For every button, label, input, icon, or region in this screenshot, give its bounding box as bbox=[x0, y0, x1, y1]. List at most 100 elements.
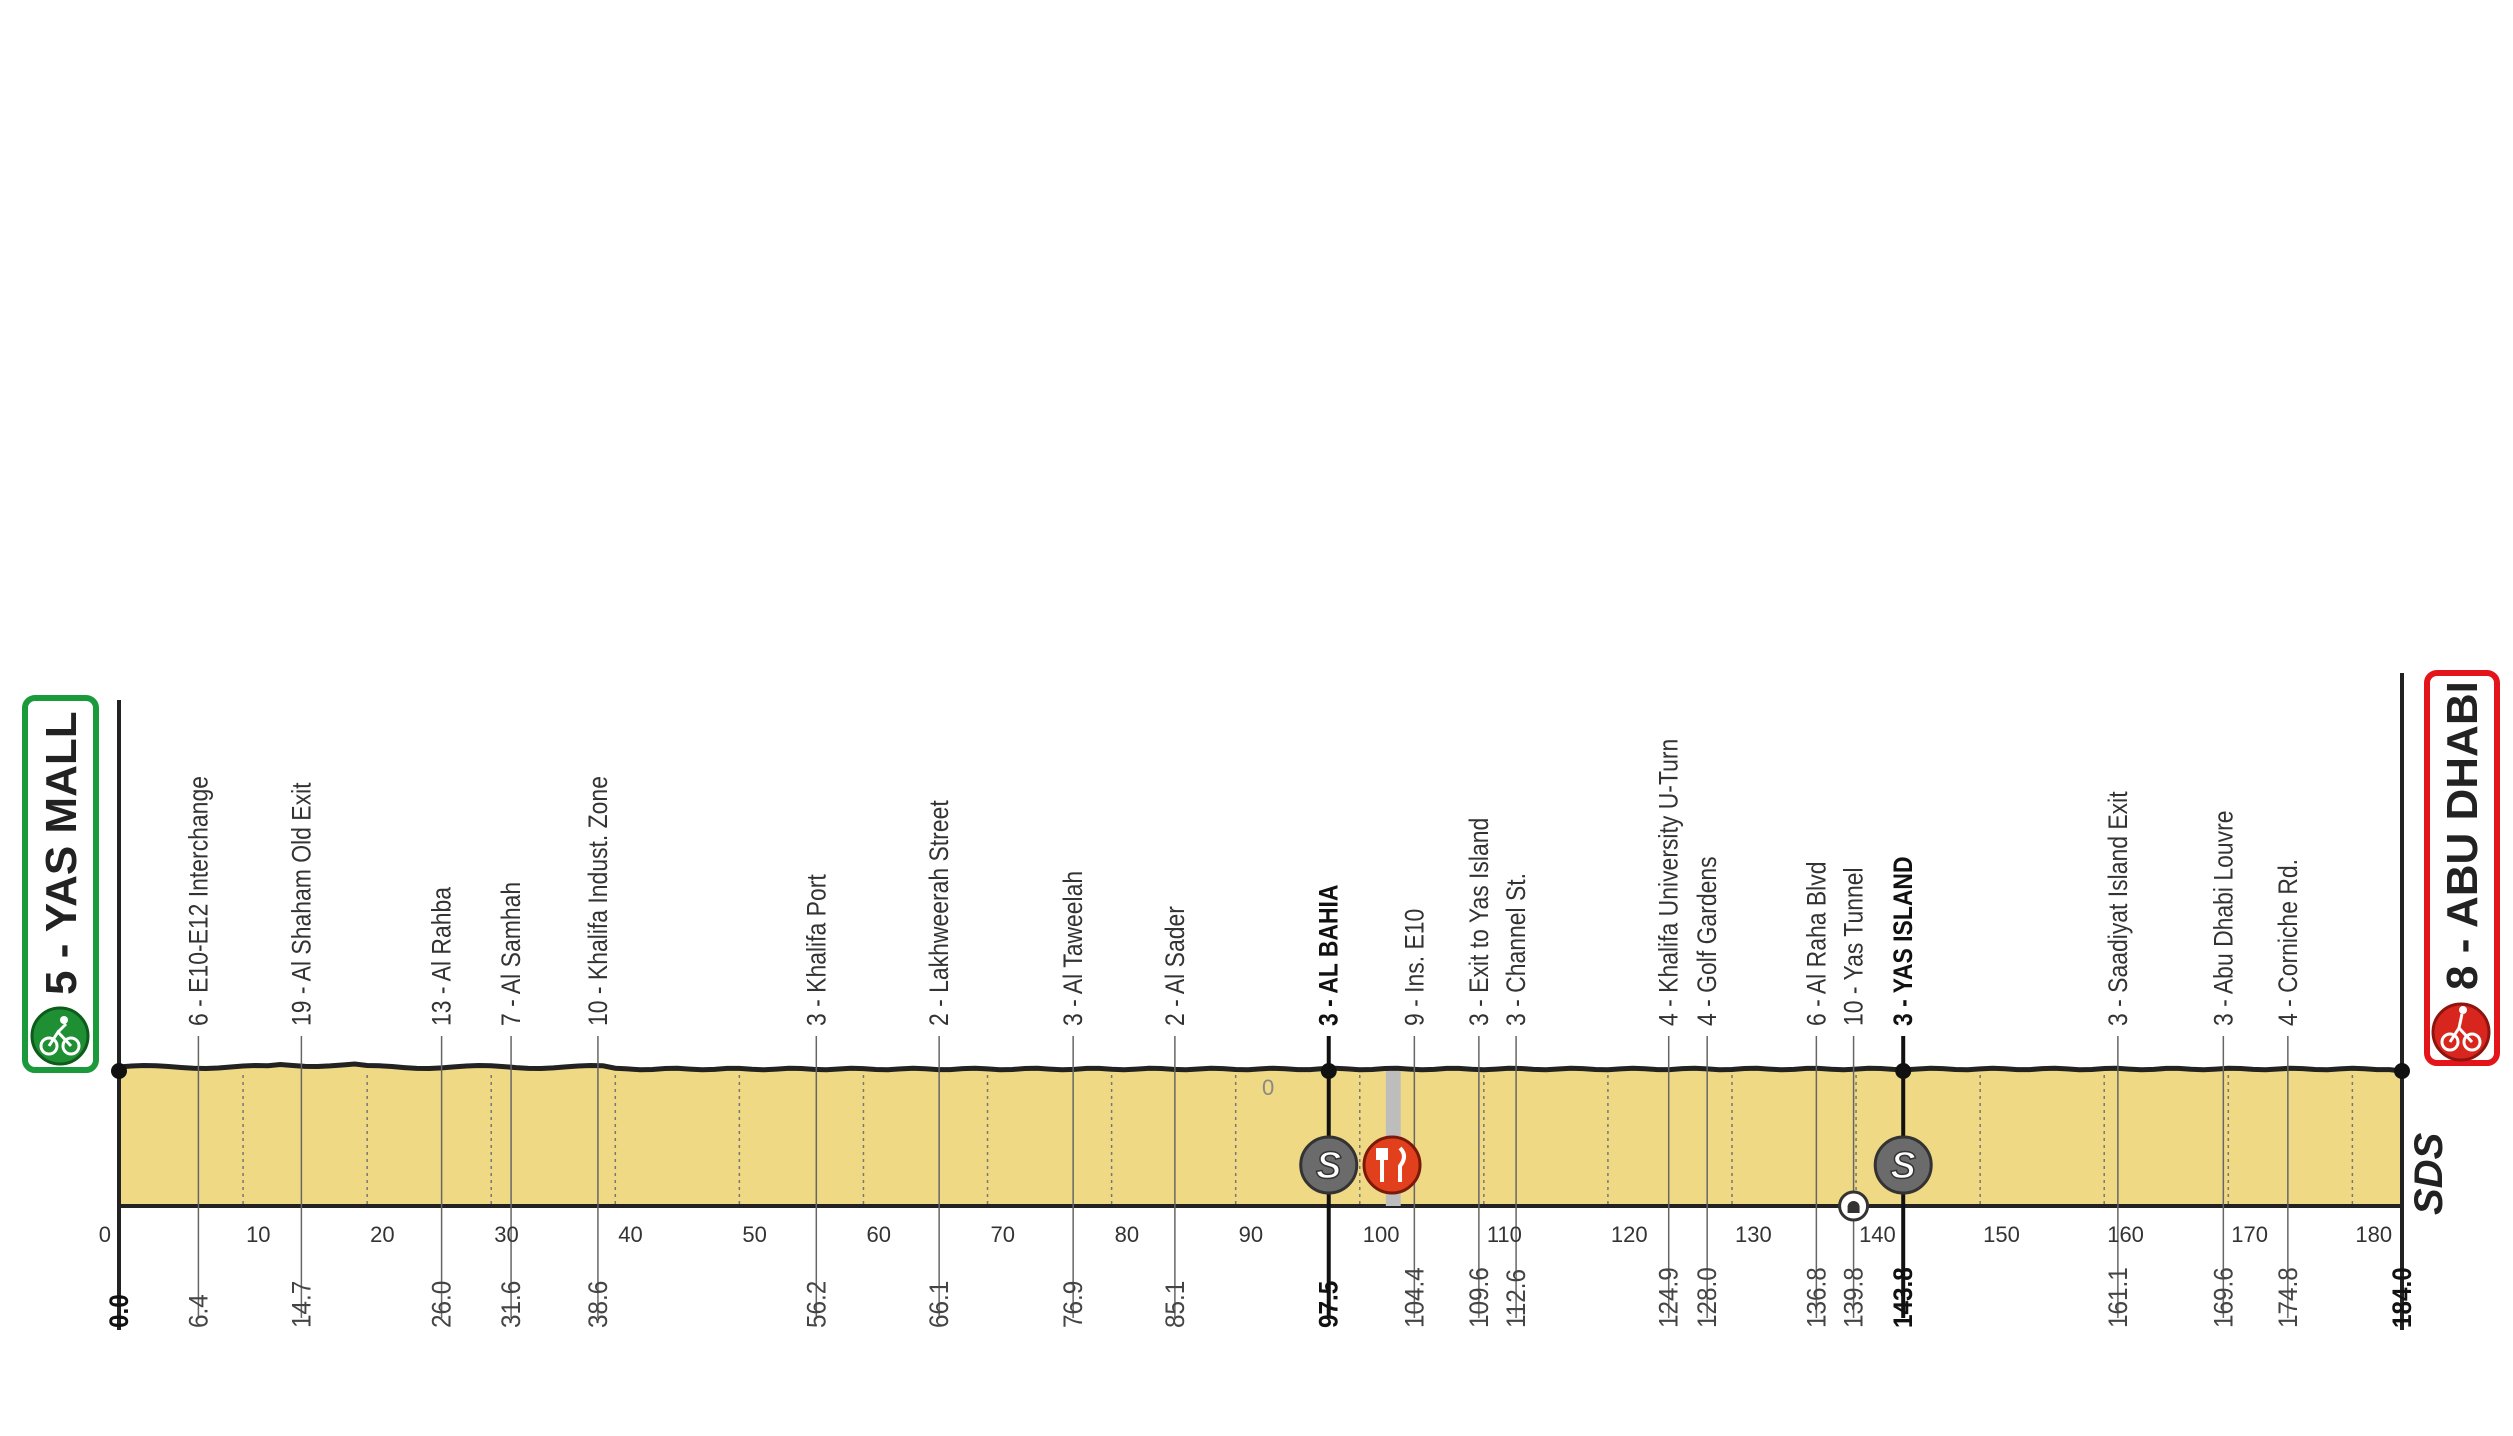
waypoint-km: 124.9 bbox=[1655, 1267, 1684, 1328]
axis-tick-label: 100 bbox=[1363, 1222, 1400, 1247]
waypoint: 4 - Corniche Rd. 174.8 bbox=[2273, 859, 2303, 1328]
waypoint: 4 - Golf Gardens 128.0 bbox=[1692, 856, 1722, 1328]
waypoint-km: 109.6 bbox=[1465, 1267, 1494, 1328]
waypoint-km: 76.9 bbox=[1059, 1281, 1088, 1328]
axis-tick-label: 0 bbox=[99, 1222, 111, 1247]
axis-tick-label: 120 bbox=[1611, 1222, 1648, 1247]
waypoint: 10 - Khalifa Indust. Zone 38.6 bbox=[583, 776, 613, 1328]
axis-tick-label: 40 bbox=[618, 1222, 642, 1247]
sprint-circle bbox=[1299, 1135, 1359, 1195]
waypoint: 6 - Al Raha Blvd 136.8 bbox=[1802, 861, 1832, 1328]
waypoint: 0.0 bbox=[105, 1063, 134, 1328]
waypoint: 184.0 bbox=[2388, 1063, 2417, 1328]
waypoint: 10 - Yas Tunnel 139.8 bbox=[1839, 867, 1869, 1328]
waypoint: 3 - Saadiyat Island Exit 161.1 bbox=[2103, 791, 2133, 1328]
profile-area bbox=[119, 1064, 2402, 1206]
finish-badge: 8 - ABU DHABI bbox=[2424, 670, 2500, 1066]
waypoint-km: 66.1 bbox=[925, 1281, 954, 1328]
waypoint: 3 - Al Taweelah 76.9 bbox=[1058, 871, 1088, 1328]
axis-tick-label: 10 bbox=[246, 1222, 270, 1247]
axis-tick-label: 90 bbox=[1239, 1222, 1263, 1247]
axis-tick-label: 180 bbox=[2355, 1222, 2392, 1247]
axis-tick-label: 160 bbox=[2107, 1222, 2144, 1247]
waypoint: 9 - Ins. E10 104.4 bbox=[1400, 909, 1430, 1328]
axis-tick-label: 110 bbox=[1487, 1222, 1522, 1247]
altitude-label: 0 bbox=[1262, 1075, 1274, 1100]
tunnel-glyph bbox=[1847, 1201, 1860, 1213]
waypoint-km: 31.6 bbox=[497, 1281, 526, 1328]
waypoint-km: 112.6 bbox=[1502, 1269, 1531, 1328]
waypoint: 3 - Khalifa Port 56.2 bbox=[802, 874, 832, 1328]
tunnel-icon bbox=[1838, 1190, 1870, 1222]
waypoint-label: 10 - Yas Tunnel bbox=[1839, 867, 1869, 1026]
axis-tick-label: 170 bbox=[2231, 1222, 2268, 1247]
waypoint: 2 - Al Sader 85.1 bbox=[1160, 906, 1190, 1328]
axis-tick-label: 50 bbox=[742, 1222, 766, 1247]
waypoint-km: 139.8 bbox=[1839, 1267, 1868, 1328]
waypoint-label: 3 - Al Taweelah bbox=[1058, 871, 1088, 1026]
cyclist-icon bbox=[2431, 1002, 2491, 1062]
sprint-symbol: S bbox=[1891, 1145, 1916, 1187]
axis-tick-label: 80 bbox=[1115, 1222, 1139, 1247]
feed-circle bbox=[1362, 1135, 1422, 1195]
waypoint-km: 97.5 bbox=[1315, 1281, 1344, 1328]
axis-tick-label: 130 bbox=[1735, 1222, 1772, 1247]
waypoint-km: 169.6 bbox=[2209, 1267, 2238, 1328]
waypoint-km: 38.6 bbox=[584, 1281, 613, 1328]
waypoint-label: 4 - Corniche Rd. bbox=[2273, 859, 2303, 1026]
waypoint-dot bbox=[1320, 1063, 1337, 1079]
waypoint-label: 3 - Saadiyat Island Exit bbox=[2103, 791, 2133, 1026]
waypoint-label: 2 - Lakhweerah Street bbox=[924, 800, 954, 1026]
waypoint-label: 3 - Exit to Yas Island bbox=[1464, 818, 1494, 1026]
waypoint-label: 4 - Golf Gardens bbox=[1692, 856, 1722, 1026]
finish-label: 8 - ABU DHABI bbox=[2438, 681, 2487, 990]
waypoint-km: 0.0 bbox=[105, 1294, 134, 1328]
axis-tick-label: 30 bbox=[494, 1222, 518, 1247]
axis-tick-label: 150 bbox=[1983, 1222, 2020, 1247]
waypoint-label: 13 - Al Rahba bbox=[427, 887, 457, 1026]
waypoint: 19 - Al Shaham Old Exit 14.7 bbox=[287, 782, 317, 1328]
waypoint: 2 - Lakhweerah Street 66.1 bbox=[924, 800, 954, 1328]
waypoint-label: 2 - Al Sader bbox=[1160, 906, 1190, 1026]
waypoint-km: 136.8 bbox=[1802, 1267, 1831, 1328]
waypoint-label: 10 - Khalifa Indust. Zone bbox=[583, 776, 613, 1026]
waypoint-km: 174.8 bbox=[2274, 1267, 2303, 1328]
fork-knife-icon bbox=[1362, 1135, 1422, 1195]
waypoint-km: 104.4 bbox=[1400, 1267, 1429, 1328]
waypoint-label: 3 - Channel St. bbox=[1501, 873, 1531, 1026]
waypoint-km: 56.2 bbox=[802, 1281, 831, 1328]
waypoint-label: 6 - Al Raha Blvd bbox=[1802, 861, 1832, 1026]
waypoint: 7 - Al Samhah 31.6 bbox=[496, 882, 526, 1328]
profile-line bbox=[118, 1061, 2403, 1074]
waypoint: 4 - Khalifa University U-Turn 124.9 bbox=[1654, 739, 1684, 1328]
waypoint-label: 3 - YAS ISLAND bbox=[1889, 856, 1919, 1026]
waypoint: 3 - Abu Dhabi Louvre 169.6 bbox=[2209, 810, 2239, 1328]
start-badge: 5 - YAS MALL bbox=[22, 695, 99, 1073]
start-label: 5 - YAS MALL bbox=[37, 711, 86, 995]
waypoint-km: 184.0 bbox=[2388, 1267, 2417, 1328]
waypoint-label: 7 - Al Samhah bbox=[496, 882, 526, 1026]
axis-tick-label: 140 bbox=[1859, 1222, 1896, 1247]
sprint-icon: S bbox=[1299, 1135, 1359, 1195]
waypoint-label: 3 - Abu Dhabi Louvre bbox=[2209, 810, 2239, 1026]
axis-tick-label: 60 bbox=[866, 1222, 890, 1247]
waypoint-km: 14.7 bbox=[287, 1281, 316, 1328]
waypoint-label: 6 - E10-E12 Interchange bbox=[184, 776, 214, 1026]
waypoint-km: 85.1 bbox=[1161, 1281, 1190, 1328]
waypoint-label: 4 - Khalifa University U-Turn bbox=[1654, 739, 1684, 1026]
waypoint-dot bbox=[2394, 1063, 2410, 1079]
waypoint-label: 19 - Al Shaham Old Exit bbox=[287, 782, 317, 1026]
axis-tick-label: 70 bbox=[991, 1222, 1015, 1247]
waypoint-label: 3 - Khalifa Port bbox=[802, 874, 832, 1026]
cyclist-icon bbox=[30, 1006, 90, 1066]
waypoint-label: 3 - AL BAHIA bbox=[1314, 885, 1344, 1026]
sprint-circle bbox=[1873, 1135, 1933, 1195]
waypoint-km: 128.0 bbox=[1693, 1267, 1722, 1328]
waypoint-km: 6.4 bbox=[184, 1294, 213, 1328]
waypoint: 3 - Channel St. 112.6 bbox=[1501, 873, 1531, 1328]
waypoint-km: 161.1 bbox=[2104, 1267, 2133, 1328]
waypoint: 13 - Al Rahba 26.0 bbox=[427, 887, 457, 1328]
sds-logo: SDS bbox=[2407, 1132, 2451, 1215]
fork-knife-glyph bbox=[1376, 1146, 1407, 1182]
